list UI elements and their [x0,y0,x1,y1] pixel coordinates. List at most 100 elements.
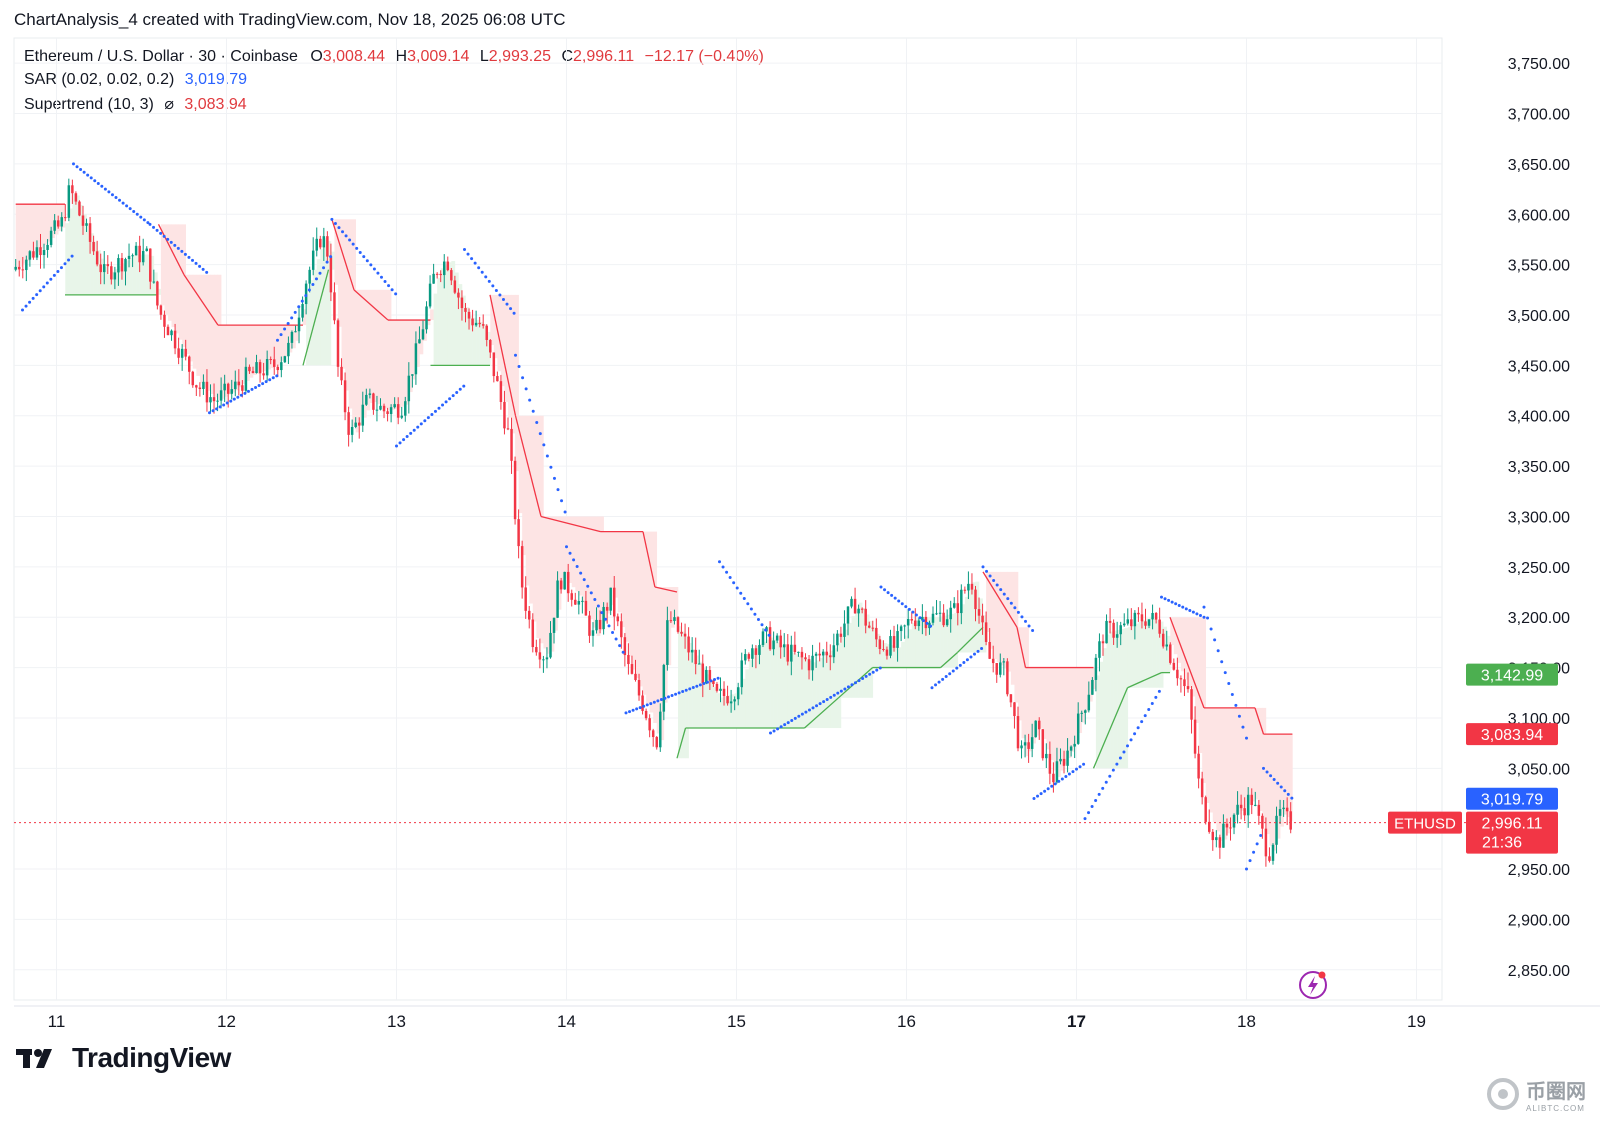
supertrend-fill [451,260,456,366]
supertrend-fill [139,254,144,295]
sar-dot [1160,595,1163,599]
sar-dot [1036,794,1040,798]
supertrend-fill [401,320,406,407]
close-label: C [561,48,574,65]
supertrend-fill [352,219,356,427]
supertrend-fill [19,204,24,267]
sar-dot [843,687,847,691]
supertrend-fill [249,325,254,378]
candle-body [878,639,882,649]
sar-dot [232,397,236,401]
sar-dot [779,725,783,729]
candle-body [701,663,705,684]
candle-body [269,359,272,361]
supertrend-up-price-label-bg [1466,663,1558,686]
candle-body [797,651,800,653]
supertrend-fill [791,652,796,729]
sar-dot [271,376,275,380]
sar-dot [552,476,556,480]
candle-body [708,669,712,681]
supertrend-fill [373,289,378,403]
supertrend-fill [1095,675,1100,769]
supertrend-fill [1265,734,1270,835]
supertrend-fill [136,254,140,295]
sar-dot [1083,817,1087,821]
supertrend-down-line [157,224,185,276]
candle-body [1197,753,1200,779]
lightning-icon[interactable] [1299,971,1327,999]
candle-body [1200,778,1204,798]
candle-body [446,261,450,271]
candle-body [276,366,280,371]
supertrend-fill [787,650,792,729]
supertrend-fill [631,531,636,670]
candle-body [662,664,666,712]
visibility-icon[interactable]: ⌀ [164,96,174,113]
supertrend-fill [157,288,162,295]
sar-dot [538,432,542,436]
candle-body [517,519,520,547]
sar-dot [426,416,430,420]
sar-dot [883,588,887,592]
supertrend-fill [550,516,555,652]
y-tick-label: 3,050.00 [1508,761,1570,778]
candle-body [1009,694,1013,703]
supertrend-fill [585,516,590,611]
sar-dot [512,311,516,315]
sar-dot [239,393,243,397]
symbol-tag: ETHUSD [1388,811,1462,834]
sar-dot [139,215,143,219]
candle-body [747,654,751,659]
sar-dot [514,353,517,357]
candle-body [156,281,159,306]
candle-body [304,283,308,305]
sar-dot [937,680,941,684]
supertrend-fill [320,248,325,366]
sar-dot [746,602,750,606]
sar-dot [501,298,505,302]
supertrend-fill [497,294,502,372]
candle-body [42,249,46,256]
sar-dot [1170,600,1174,604]
supertrend-fill [741,678,746,729]
supertrend-fill [819,657,824,729]
sar-dot [985,569,989,573]
supertrend-fill [511,294,516,434]
sar-dot [995,583,999,587]
candle-body [1013,702,1016,717]
supertrend-fill [833,648,838,729]
candle-body [159,305,163,315]
symbol-tag-text: ETHUSD [1394,816,1456,833]
supertrend-fill [1202,617,1206,783]
sar-dot [1191,610,1195,614]
supertrend-fill [773,639,778,729]
supertrend-fill [327,241,332,366]
candle-body [198,387,202,390]
sar-dot [839,689,843,693]
supertrend-fill [610,531,615,606]
supertrend-fill [61,204,66,228]
sar-dot [1020,615,1024,619]
sar-dot [804,710,808,714]
candle-body [301,304,304,318]
supertrend-fill [1269,734,1274,846]
candle-body [258,362,262,374]
symbol-name[interactable]: Ethereum / U.S. Dollar · 30 · Coinbase [24,48,298,65]
y-tick-label: 2,850.00 [1508,963,1570,980]
sar-dot [681,690,685,694]
candle-body [1098,641,1101,658]
sar-dot [944,675,948,679]
sar-dot [444,400,448,404]
sar-dot [344,234,348,238]
supertrend-fill [1117,629,1121,769]
candle-body [885,649,889,656]
supertrend-fill [341,219,346,369]
candle-body [350,426,354,435]
sar-legend[interactable]: SAR (0.02, 0.02, 0.2) 3,019.79 [24,71,247,89]
candle-body [1246,794,1250,816]
candle-body [184,348,187,357]
candle-body [864,608,867,626]
sar-dot [962,661,966,665]
tradingview-logo[interactable]: TradingView [16,1042,231,1074]
